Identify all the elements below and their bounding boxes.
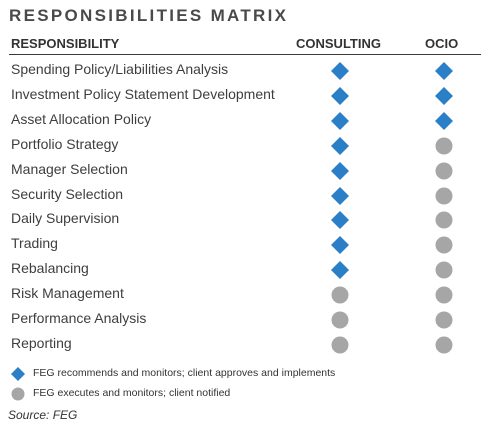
responsibility-label: Manager Selection: [11, 160, 128, 177]
responsibility-label: Spending Policy/Liabilities Analysis: [11, 61, 229, 77]
ocio-diamond-icon: [435, 62, 453, 80]
legend-text: FEG recommends and monitors; client appr…: [33, 367, 336, 379]
consulting-diamond-icon: [331, 186, 349, 205]
matrix-row: Portfolio Strategy: [0, 133, 500, 158]
matrix-row: Asset Allocation Policy: [0, 108, 500, 133]
ocio-circle-icon: [435, 211, 453, 229]
source-note: Source: FEG: [8, 408, 78, 422]
consulting-diamond-icon: [331, 261, 349, 280]
matrix-row: Security Selection: [0, 183, 500, 208]
responsibility-label: Portfolio Strategy: [11, 135, 119, 152]
consulting-column-header: CONSULTING: [296, 36, 381, 51]
diamond-icon: [11, 367, 25, 381]
matrix-row: Reporting: [0, 332, 500, 357]
ocio-column-header: OCIO: [425, 36, 459, 51]
consulting-diamond-icon: [331, 161, 349, 180]
matrix-row: Risk Management: [0, 282, 500, 307]
ocio-circle-icon: [435, 336, 453, 354]
responsibility-label: Trading: [11, 235, 58, 252]
matrix-row: Performance Analysis: [0, 307, 500, 332]
header-divider: [9, 54, 481, 55]
consulting-diamond-icon: [331, 86, 349, 105]
responsibility-label: Security Selection: [11, 185, 124, 202]
ocio-circle-icon: [435, 236, 453, 254]
ocio-circle-icon: [435, 311, 453, 329]
matrix-row: Rebalancing: [0, 257, 500, 282]
ocio-diamond-icon: [435, 111, 453, 130]
responsibility-label: Investment Policy Statement Development: [11, 85, 275, 102]
responsibility-label: Performance Analysis: [11, 310, 147, 326]
responsibility-label: Reporting: [11, 334, 72, 351]
ocio-circle-icon: [435, 162, 453, 180]
matrix-row: Daily Supervision: [0, 207, 500, 232]
consulting-diamond-icon: [331, 136, 349, 155]
consulting-diamond-icon: [331, 111, 349, 130]
circle-icon: [11, 387, 25, 401]
matrix-row: Spending Policy/Liabilities Analysis: [0, 58, 500, 83]
consulting-diamond-icon: [331, 211, 349, 230]
responsibility-label: Rebalancing: [11, 260, 89, 277]
ocio-diamond-icon: [435, 86, 453, 105]
consulting-circle-icon: [331, 286, 349, 304]
responsibility-label: Risk Management: [11, 285, 124, 302]
matrix-row: Manager Selection: [0, 158, 500, 183]
matrix-row: Investment Policy Statement Development: [0, 83, 500, 108]
consulting-circle-icon: [331, 311, 349, 329]
responsibility-label: Daily Supervision: [11, 210, 120, 227]
matrix-title: RESPONSIBILITIES MATRIX: [9, 6, 289, 25]
responsibility-label: Asset Allocation Policy: [11, 110, 152, 127]
legend-text: FEG executes and monitors; client notifi…: [33, 387, 231, 399]
matrix-row: Trading: [0, 232, 500, 257]
ocio-circle-icon: [435, 187, 453, 205]
ocio-circle-icon: [435, 261, 453, 279]
ocio-circle-icon: [435, 286, 453, 304]
responsibility-column-header: RESPONSIBILITY: [11, 36, 120, 51]
consulting-circle-icon: [331, 336, 349, 354]
consulting-diamond-icon: [331, 236, 349, 255]
ocio-circle-icon: [435, 137, 453, 155]
consulting-diamond-icon: [331, 62, 349, 80]
